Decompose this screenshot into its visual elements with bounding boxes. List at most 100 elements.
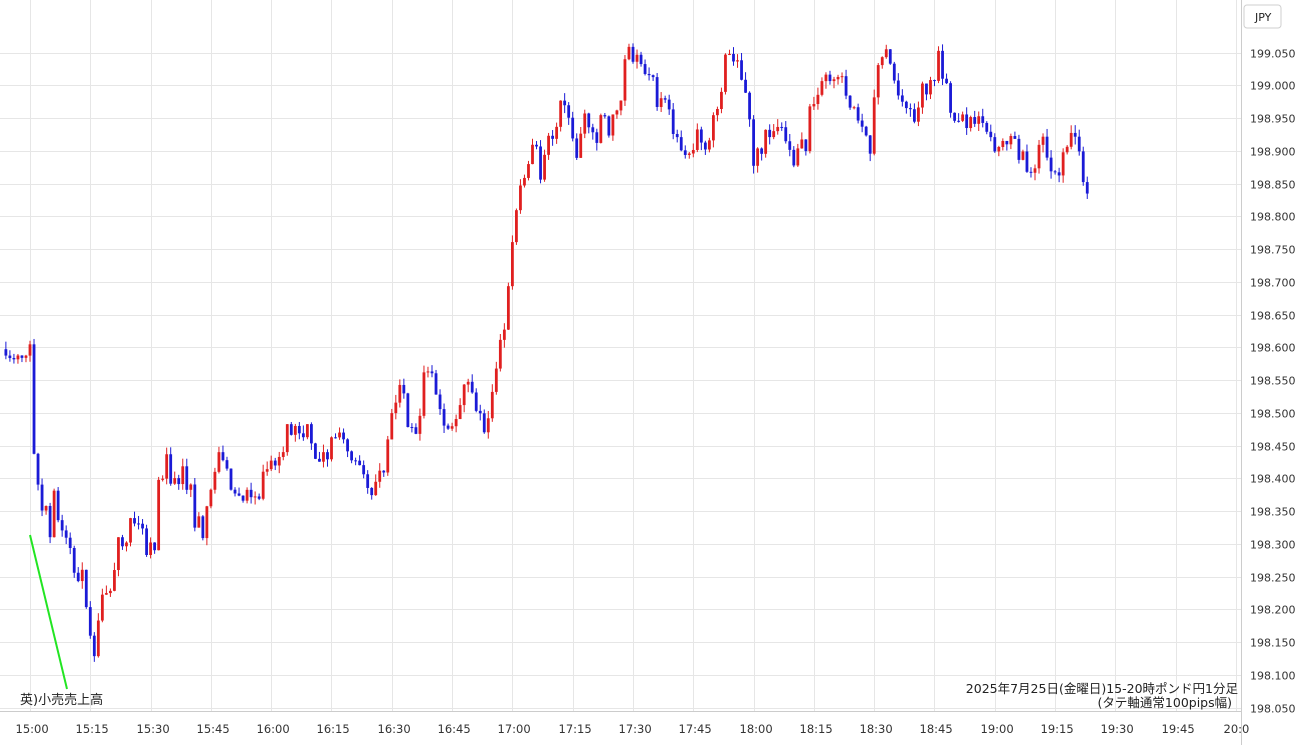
candle-down <box>651 75 655 78</box>
candle-up <box>917 107 920 122</box>
x-axis: 15:00 15:15 15:30 15:45 16:00 16:15 16:30 16:45… <box>16 722 1250 736</box>
candle-down <box>567 105 571 118</box>
candle-down <box>595 132 599 143</box>
candle-down <box>12 358 16 360</box>
candle-up <box>997 146 1001 152</box>
candle-up <box>579 133 583 158</box>
candle-up <box>466 381 470 385</box>
candle-up <box>728 53 731 55</box>
candle-up <box>165 454 169 479</box>
candle-down <box>153 542 157 551</box>
candle-down <box>193 484 197 528</box>
candle-up <box>253 496 257 498</box>
candle-down <box>406 393 410 428</box>
candle-down <box>20 355 24 358</box>
candle-down <box>752 119 755 166</box>
candle-down <box>675 133 679 138</box>
x-tick-label: 19:30 <box>1101 722 1134 736</box>
candle-down <box>989 131 993 138</box>
candle-up <box>796 148 800 166</box>
candle-up <box>691 149 695 154</box>
x-tick-label: 16:30 <box>378 722 411 736</box>
candle-up <box>599 115 603 143</box>
candle-down <box>953 112 956 121</box>
candle-down <box>965 114 969 129</box>
y-tick-label: 198.950 <box>1250 113 1296 126</box>
candle-down <box>748 92 751 120</box>
y-tick-label: 198.250 <box>1250 572 1296 585</box>
candle-up <box>559 100 563 127</box>
candle-down <box>740 60 743 80</box>
y-tick-label: 198.650 <box>1250 310 1296 323</box>
candle-down <box>177 478 181 485</box>
candle-up <box>523 177 526 186</box>
y-tick-label: 198.550 <box>1250 375 1296 388</box>
candle-down <box>133 518 136 524</box>
candle-down <box>913 109 916 122</box>
candle-down <box>366 474 370 488</box>
y-tick-label: 198.200 <box>1250 604 1296 617</box>
candle-down <box>237 493 241 496</box>
candle-down <box>145 528 148 555</box>
y-tick-label: 198.500 <box>1250 408 1296 421</box>
candle-up <box>619 100 623 111</box>
candle-up <box>422 372 426 416</box>
candle-down <box>993 137 997 152</box>
candle-up <box>197 516 201 528</box>
candle-down <box>60 520 64 531</box>
candle-down <box>4 349 8 356</box>
candle-up <box>330 437 333 460</box>
candle-down <box>631 46 635 62</box>
candle-up <box>969 117 973 129</box>
candle-up <box>808 106 812 152</box>
candle-down <box>575 138 579 158</box>
candle-up <box>1069 132 1073 147</box>
x-tick-label: 19:15 <box>1041 722 1074 736</box>
candle-up <box>506 286 510 330</box>
candle-up <box>1037 144 1041 169</box>
candle-up <box>269 460 273 470</box>
y-tick-label: 198.900 <box>1250 146 1296 159</box>
candle-up <box>1061 152 1065 176</box>
candle-down <box>844 76 848 96</box>
candle-up <box>161 478 165 480</box>
candle-down <box>655 77 659 107</box>
candle-up <box>450 426 454 429</box>
candle-up <box>712 115 715 141</box>
candle-up <box>611 114 615 136</box>
candle-down <box>257 496 261 499</box>
x-tick-label: 19:00 <box>981 722 1014 736</box>
candle-down <box>667 99 671 110</box>
candle-down <box>888 49 892 64</box>
candle-down <box>92 635 96 657</box>
candle-up <box>277 456 281 466</box>
candle-down <box>434 373 438 395</box>
candle-down <box>169 454 173 484</box>
candle-up <box>96 620 100 657</box>
candle-up <box>454 419 458 427</box>
candle-down <box>941 50 944 79</box>
candle-up <box>390 413 394 440</box>
candle-up <box>816 94 820 105</box>
candle-up <box>772 131 776 138</box>
chart-caption-line2: (タテ軸通常100pips幅) <box>1098 695 1232 710</box>
candle-down <box>402 384 406 394</box>
x-tick-label: 19:45 <box>1162 722 1195 736</box>
candle-down <box>314 443 317 459</box>
candle-down <box>768 129 772 138</box>
candle-up <box>378 470 382 482</box>
candle-down <box>1025 151 1029 172</box>
currency-box <box>1243 4 1282 29</box>
candle-up <box>872 97 876 154</box>
candle-down <box>474 392 478 411</box>
candle-down <box>249 489 253 498</box>
candle-up <box>555 126 559 139</box>
candle-down <box>848 95 852 108</box>
candle-down <box>64 530 68 538</box>
candle-up <box>498 339 502 369</box>
candle-down <box>84 569 88 608</box>
candle-down <box>342 432 345 440</box>
candle-up <box>687 153 691 155</box>
candle-down <box>1049 157 1053 172</box>
candle-up <box>531 144 534 165</box>
